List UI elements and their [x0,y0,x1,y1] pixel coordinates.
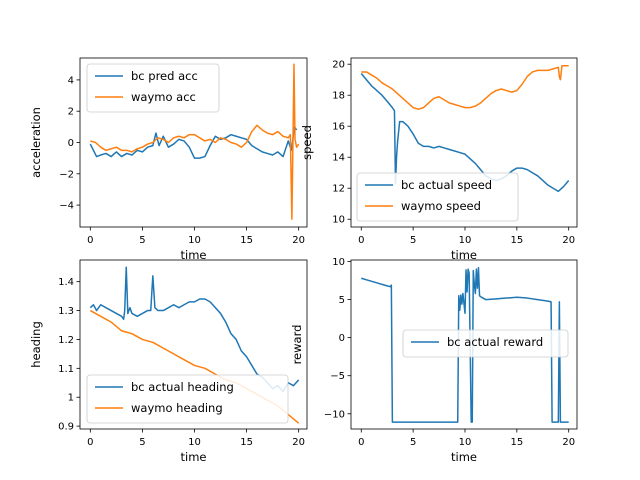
y-tick-label: 12 [332,184,345,195]
x-tick-label: 20 [292,437,305,448]
x-axis-label: time [181,450,207,464]
y-tick-label: 0 [339,333,345,344]
y-tick-label: 16 [332,122,345,133]
y-tick-label: 2 [68,107,74,118]
y-tick-label: 0 [68,138,74,149]
y-axis-label: acceleration [29,107,43,178]
y-tick-label: 1.2 [58,335,74,346]
y-tick-label: 1 [68,393,74,404]
x-tick-label: 10 [459,437,472,448]
legend-box [86,374,289,424]
x-tick-label: 20 [562,235,575,246]
subplot-heading: 0 5 10 15 20 0.9 1 1.1 1.2 1.3 1.4 time heading bc ac… [29,259,308,464]
x-tick-label: 5 [410,437,416,448]
y-tick-label: 18 [332,91,345,102]
subplot-acceleration: 0 5 10 15 20 −4 −2 0 2 4 time acceleration bc pred a… [29,57,308,262]
series-line-1 [360,73,570,193]
x-axis-label: time [451,248,477,262]
y-tick-label: 1.3 [58,306,74,317]
series-line-1 [89,266,300,393]
y-tick-label: −5 [330,371,345,382]
x-tick-label: 0 [87,437,93,448]
y-tick-label: 5 [339,295,345,306]
x-tick-label: 10 [188,437,201,448]
x-tick-label: 5 [139,235,145,246]
y-tick-label: 14 [332,153,345,164]
x-tick-label: 15 [510,235,523,246]
x-tick-label: 10 [188,235,201,246]
legend-label: waymo speed [401,199,481,213]
y-tick-label: −2 [59,169,74,180]
y-tick-label: 0.9 [58,422,74,433]
subplot-reward: 0 5 10 15 20 −10 −5 0 5 10 time reward bc actual rew… [290,257,578,464]
series-line-2 [361,65,569,110]
x-tick-label: 0 [358,437,364,448]
y-tick-label: 10 [332,257,345,268]
x-tick-label: 10 [459,235,472,246]
y-axis-label: heading [29,321,43,368]
x-tick-label: 5 [139,437,145,448]
legend: bc actual heading waymo heading [86,374,289,424]
y-axis-label: speed [300,125,314,160]
axes-frame [350,259,578,430]
legend: bc actual speed waymo speed [356,172,519,222]
axes-frame [350,57,578,228]
y-tick-label: 4 [68,75,74,86]
x-tick-label: 15 [240,437,253,448]
legend-label: bc pred acc [131,69,198,83]
y-axis-label: reward [290,325,304,365]
axes-frame [79,259,308,430]
subplot-speed: 0 5 10 15 20 10 12 14 16 18 20 time speed bc actual s… [300,57,578,262]
legend: bc actual reward [402,329,569,358]
x-tick-label: 0 [87,235,93,246]
legend-box [402,329,569,358]
x-tick-label: 5 [410,235,416,246]
y-tick-label: −10 [324,409,345,420]
legend-label: bc actual reward [447,335,543,349]
x-tick-label: 0 [358,235,364,246]
y-tick-label: 10 [332,215,345,226]
y-tick-label: 1.4 [58,277,74,288]
x-tick-label: 15 [510,437,523,448]
legend-label: bc actual speed [401,178,492,192]
series-line-2 [90,63,300,220]
x-tick-label: 20 [292,235,305,246]
y-tick-label: 1.1 [58,364,74,375]
y-tick-label: 20 [332,60,345,71]
y-tick-label: −4 [59,201,74,212]
legend: bc pred acc waymo acc [86,63,220,113]
legend-label: waymo acc [131,90,196,104]
x-tick-label: 15 [240,235,253,246]
legend-label: bc actual heading [131,380,234,394]
legend-box [356,172,519,222]
x-axis-label: time [181,248,207,262]
legend-label: waymo heading [131,401,223,415]
x-axis-label: time [451,450,477,464]
series-line-1 [89,126,298,159]
x-tick-label: 20 [562,437,575,448]
